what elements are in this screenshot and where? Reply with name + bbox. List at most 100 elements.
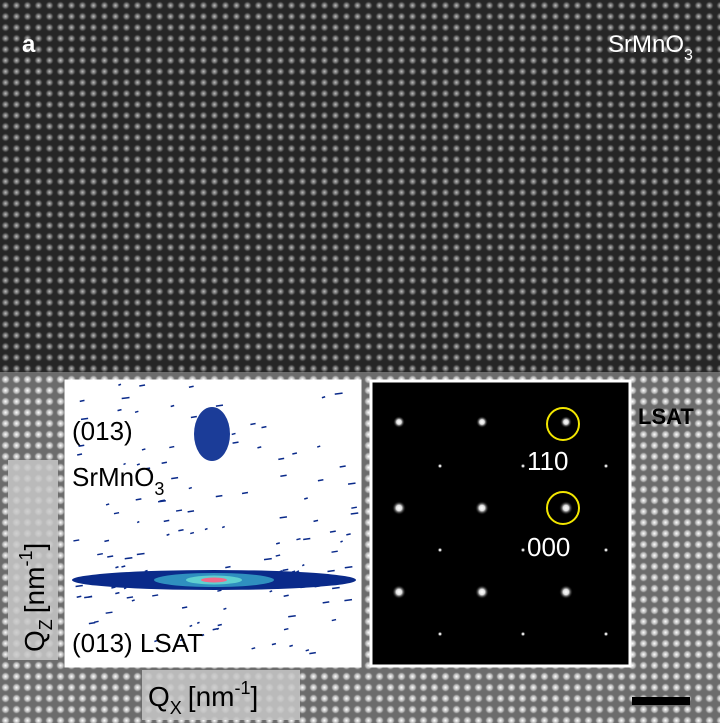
rsm-speck: [276, 555, 280, 556]
rsm-speck: [216, 405, 223, 406]
rsm-speck: [351, 507, 357, 508]
rsm-speck: [76, 586, 83, 587]
rsm-speck: [303, 538, 310, 539]
rsm-speck: [188, 511, 194, 512]
diffraction-spot: [438, 464, 443, 469]
rsm-speck: [122, 398, 130, 399]
diffraction-spot: [392, 501, 406, 515]
rsm-speck: [348, 483, 355, 484]
rsm-speck: [351, 513, 358, 514]
spot-label: 110: [527, 446, 568, 476]
rsm-speck: [322, 397, 325, 398]
rsm-speck: [80, 400, 85, 401]
rsm-speck: [132, 600, 135, 601]
rsm-speck: [280, 475, 286, 476]
rsm-inset: (013) SrMnO3 (013) LSAT: [66, 381, 360, 666]
rsm-speck: [171, 478, 178, 479]
diffraction-spot: [604, 548, 609, 553]
spot-label: 000: [527, 532, 570, 562]
rsm-speck: [218, 624, 222, 625]
rsm-speck: [127, 597, 133, 598]
rsm-speck: [289, 645, 292, 646]
rsm-speck: [106, 612, 113, 613]
rsm-speck: [190, 533, 194, 534]
rsm-speck: [191, 416, 197, 417]
rsm-speck: [104, 540, 109, 541]
rsm-speck: [152, 595, 158, 596]
rsm-speck: [178, 530, 183, 531]
rsm-speck: [125, 558, 133, 559]
diffraction-spot: [604, 464, 609, 469]
rsm-speck: [304, 498, 308, 499]
rsm-speck: [217, 590, 221, 591]
rsm-speck: [73, 540, 79, 541]
rsm-speck: [142, 449, 145, 450]
rsm-speck: [118, 410, 122, 411]
diffraction-spot: [521, 464, 526, 469]
diffraction-spot: [521, 632, 526, 637]
rsm-speck: [217, 628, 219, 629]
x-unit: [nm: [188, 681, 235, 712]
diffraction-spot: [560, 416, 572, 428]
rsm-speck: [160, 500, 165, 501]
rsm-speck: [252, 648, 256, 649]
y-unit: [nm: [19, 567, 50, 614]
rsm-speck: [216, 496, 223, 497]
rsm-speck: [189, 386, 194, 387]
rsm-speck: [137, 554, 145, 555]
diffraction-spot: [559, 501, 573, 515]
rsm-speck: [171, 406, 174, 407]
diffraction-spot: [475, 585, 489, 599]
rsm-speck: [264, 559, 272, 560]
panel-label: a: [22, 31, 36, 58]
rsm-speck: [280, 517, 287, 518]
rsm-speck: [135, 411, 138, 412]
rsm-speck: [296, 571, 299, 572]
rsm-speck: [344, 600, 352, 601]
rsm-speck: [284, 629, 288, 630]
rsm-speck: [318, 480, 323, 481]
rsm-speck: [124, 588, 126, 589]
rsm-speck: [182, 607, 187, 608]
rsm-speck: [330, 531, 336, 532]
rsm-speck: [257, 447, 261, 448]
rsm-speck: [283, 569, 289, 570]
rsm-speck: [309, 653, 316, 654]
y-sup: -1: [16, 551, 36, 567]
x-sup: -1: [234, 678, 250, 698]
rsm-speck: [169, 447, 174, 448]
rsm-speck: [88, 596, 92, 597]
diffraction-spot: [604, 632, 609, 637]
rsm-speck: [250, 424, 255, 425]
rsm-speck: [314, 520, 319, 521]
x-sub: X: [170, 698, 182, 718]
diffraction-inset: 110 000: [371, 381, 630, 666]
rsm-speck: [306, 650, 309, 651]
rsm-speck: [222, 527, 225, 528]
rsm-speck: [346, 534, 350, 535]
diffraction-spot: [438, 632, 443, 637]
rsm-speck: [332, 620, 336, 621]
figure: a SrMnO3 LSAT (013) SrMnO3 (013) LSAT QX…: [0, 0, 720, 723]
rsm-film-sub: 3: [154, 479, 164, 499]
rsm-speck: [223, 608, 226, 609]
scale-bar: [632, 697, 690, 705]
rsm-speck: [270, 591, 273, 592]
diffraction-spot: [438, 548, 443, 553]
rsm-speck: [176, 510, 182, 511]
rsm-speck: [137, 522, 139, 523]
rsm-speck: [233, 442, 239, 443]
diffraction-spot: [559, 585, 573, 599]
rsm-substrate-label: (013) LSAT: [72, 628, 203, 658]
rsm-speck: [340, 466, 346, 467]
rsm-speck: [118, 384, 121, 385]
x-close: ]: [251, 681, 259, 712]
rsm-speck: [272, 644, 276, 645]
rsm-speck: [278, 458, 284, 459]
rsm-speck: [77, 454, 82, 455]
rsm-speck: [340, 541, 342, 542]
rsm-speck: [292, 453, 297, 454]
rsm-speck: [114, 513, 119, 514]
diffraction-spot: [393, 416, 405, 428]
y-close: ]: [19, 543, 50, 551]
